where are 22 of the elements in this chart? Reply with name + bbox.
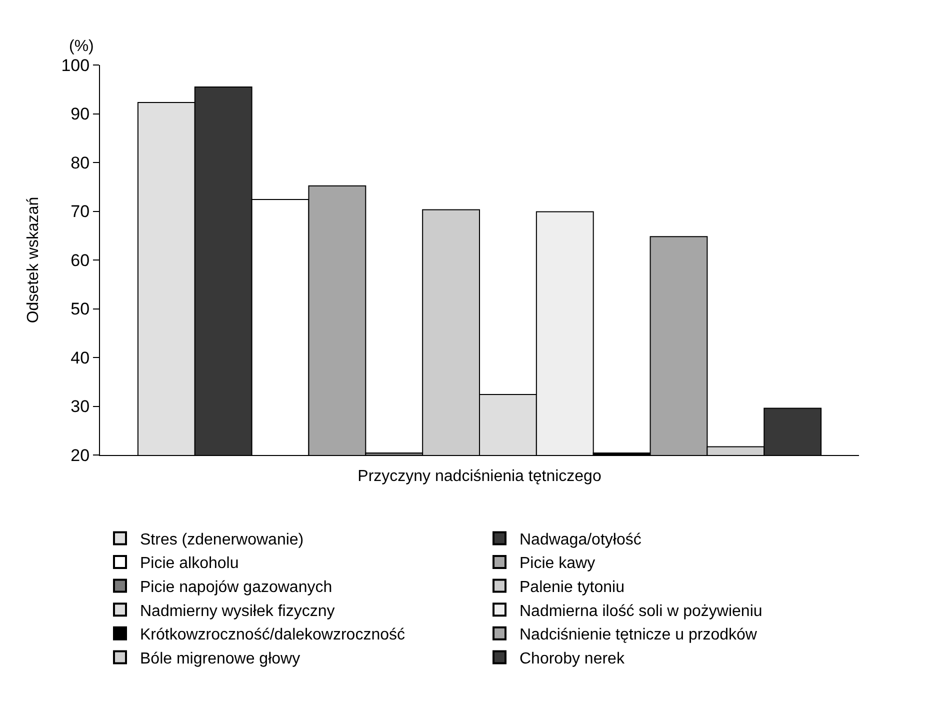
- text: (%): [69, 38, 94, 55]
- legend-label: Nadmierny wysiłek fizyczny: [140, 602, 335, 620]
- legend-label: Krótkowzroczność/dalekowzroczność: [140, 626, 405, 644]
- legend-label: Nadwaga/otyłość: [520, 531, 642, 548]
- y-tick-label: 80: [70, 153, 90, 172]
- y-tick-label: 90: [70, 104, 90, 124]
- y-tick-label: 40: [70, 348, 90, 368]
- x-axis-title: Przyczyny nadciśnienia tętniczego: [358, 468, 602, 486]
- legend-label: Nadmierna ilość soli w pożywieniu: [520, 602, 762, 620]
- y-tick-label: 100: [61, 56, 90, 75]
- legend-label: Picie napojów gazowanych: [140, 579, 332, 596]
- legend-label: Nadciśnienie tętnicze u przodków: [520, 626, 758, 644]
- y-tick-label: 50: [70, 300, 90, 319]
- legend-label: Palenie tytoniu: [520, 579, 624, 596]
- legend-label: Stres (zdenerwowanie): [140, 531, 304, 548]
- y-tick-label: 70: [70, 202, 90, 222]
- y-tick-label: 30: [70, 397, 90, 416]
- y-axis-title: Odsetek wskazań: [25, 196, 42, 324]
- legend-label: Choroby nerek: [520, 650, 626, 668]
- y-tick-label: 60: [70, 250, 90, 270]
- y-tick-label: 20: [70, 446, 90, 465]
- legend-label: Bóle migrenowe głowy: [140, 650, 300, 668]
